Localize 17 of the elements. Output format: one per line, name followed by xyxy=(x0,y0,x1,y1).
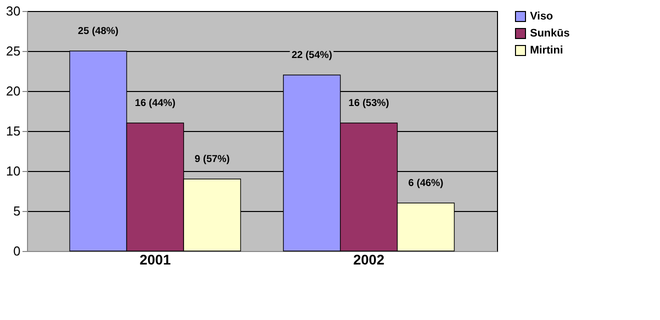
y-tick-label: 0 xyxy=(13,244,20,258)
x-tick-label: 2001 xyxy=(140,252,171,268)
y-tick-label: 20 xyxy=(6,84,20,98)
data-label: 6 (46%) xyxy=(408,178,444,189)
y-tick-label: 5 xyxy=(13,204,20,218)
legend-label: Sunkūs xyxy=(530,28,570,40)
legend-label: Viso xyxy=(530,10,554,22)
y-tick-label: 25 xyxy=(6,44,20,58)
data-label: 16 (53%) xyxy=(348,98,390,109)
data-label: 9 (57%) xyxy=(194,154,230,165)
y-tick-label: 30 xyxy=(6,4,20,18)
legend-label: Mirtini xyxy=(530,44,563,56)
y-tick-label: 15 xyxy=(6,124,20,138)
y-tick-label: 10 xyxy=(6,164,20,178)
data-label: 25 (48%) xyxy=(78,26,118,37)
data-label: 16 (44%) xyxy=(134,98,176,109)
x-tick-label: 2002 xyxy=(353,252,385,268)
